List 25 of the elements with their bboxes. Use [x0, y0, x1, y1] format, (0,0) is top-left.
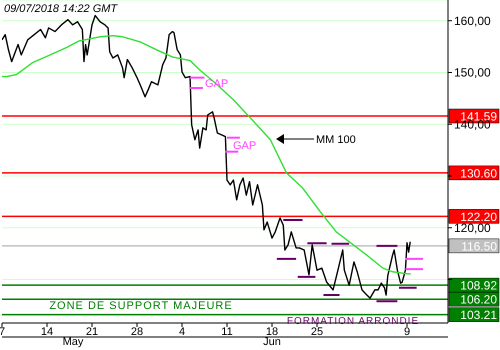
annotation: ZONE DE SUPPORT MAJEURE [49, 300, 233, 312]
ref-line-label: 106.20 [460, 292, 498, 307]
x-tick-label: 25 [310, 326, 324, 338]
ref-line-label: 116.50 [461, 239, 498, 254]
annotation: GAP [233, 140, 256, 152]
x-tick-label: 14 [40, 326, 54, 338]
x-tick-label: 21 [86, 326, 98, 338]
y-tick-label: 150,00 [454, 66, 492, 80]
x-tick-label: 9 [404, 326, 410, 338]
annotation: 09/07/2018 14:22 GMT [4, 3, 118, 15]
line-series [2, 14, 411, 299]
ref-line-label: 122.20 [460, 210, 498, 224]
ref-line-label: 103.21 [460, 308, 498, 322]
text: May [62, 336, 84, 348]
ref-line-label: 108.92 [460, 278, 498, 293]
x-tick-label: 28 [130, 326, 144, 338]
line-series [2, 35, 412, 275]
x-tick-label: 4 [178, 326, 186, 338]
text: Jun [263, 336, 281, 348]
x-tick-label: 11 [221, 326, 233, 338]
y-tick-label: 120,00 [454, 221, 492, 236]
x-tick-label: 18 [266, 326, 278, 338]
annotation: MM 100 [316, 134, 356, 146]
y-tick-label: 160,00 [454, 14, 492, 28]
ref-line-label: 130.60 [460, 166, 498, 180]
